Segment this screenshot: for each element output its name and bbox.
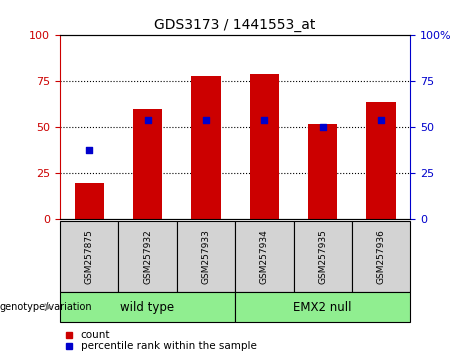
Text: GSM257875: GSM257875 <box>85 229 94 284</box>
Text: GSM257934: GSM257934 <box>260 229 269 284</box>
Bar <box>60 292 235 322</box>
Text: count: count <box>81 330 110 339</box>
Point <box>85 147 93 152</box>
Text: GSM257936: GSM257936 <box>377 229 385 284</box>
Bar <box>235 292 410 322</box>
Point <box>202 117 210 123</box>
Bar <box>352 221 410 292</box>
Bar <box>177 221 235 292</box>
Text: genotype/variation: genotype/variation <box>0 302 93 312</box>
Point <box>260 117 268 123</box>
Bar <box>191 76 220 219</box>
Bar <box>60 221 118 292</box>
Bar <box>366 102 396 219</box>
Point <box>378 117 385 123</box>
Bar <box>308 124 337 219</box>
Text: GSM257932: GSM257932 <box>143 229 152 284</box>
Title: GDS3173 / 1441553_at: GDS3173 / 1441553_at <box>154 18 316 32</box>
Text: wild type: wild type <box>120 301 175 314</box>
Bar <box>294 221 352 292</box>
Bar <box>118 221 177 292</box>
Bar <box>235 221 294 292</box>
Bar <box>75 183 104 219</box>
Text: GSM257933: GSM257933 <box>201 229 210 284</box>
Point <box>144 117 151 123</box>
Bar <box>250 74 279 219</box>
Bar <box>133 109 162 219</box>
Text: percentile rank within the sample: percentile rank within the sample <box>81 341 257 351</box>
Point <box>319 125 326 130</box>
Text: EMX2 null: EMX2 null <box>294 301 352 314</box>
Text: GSM257935: GSM257935 <box>318 229 327 284</box>
